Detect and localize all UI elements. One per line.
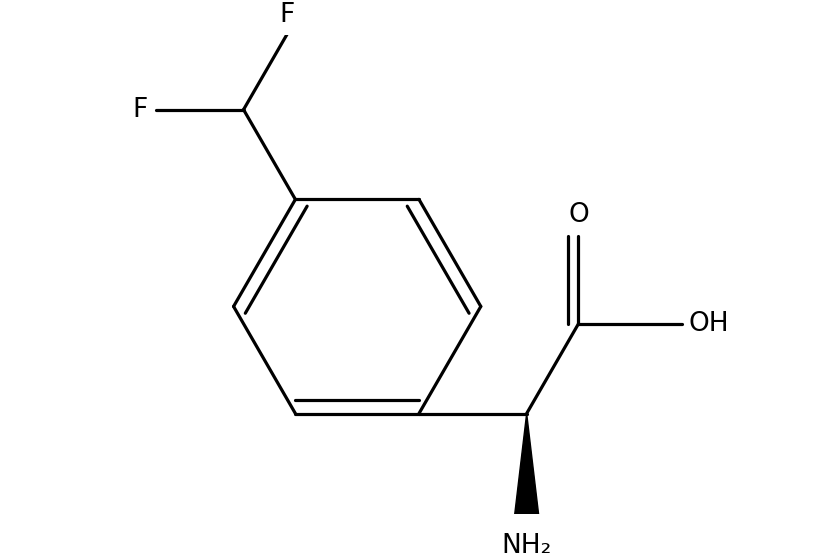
Text: F: F [133,97,148,123]
Polygon shape [514,413,540,521]
Text: NH₂: NH₂ [501,533,552,559]
Text: F: F [279,2,295,28]
Text: OH: OH [689,311,729,337]
Text: O: O [568,202,589,228]
